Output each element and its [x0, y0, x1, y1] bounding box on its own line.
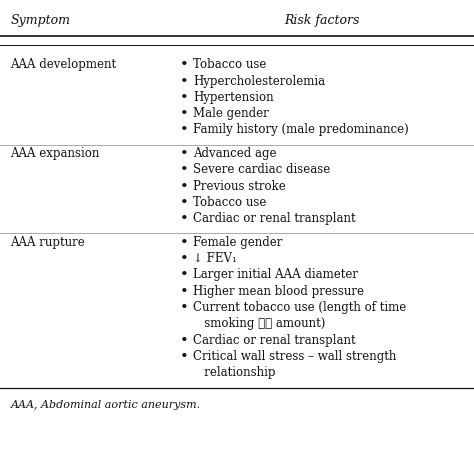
- Text: •: •: [180, 212, 189, 226]
- Text: •: •: [180, 252, 189, 266]
- Text: •: •: [180, 268, 189, 283]
- Text: •: •: [180, 74, 189, 89]
- Text: •: •: [180, 123, 189, 137]
- Text: AAA, Abdominal aortic aneurysm.: AAA, Abdominal aortic aneurysm.: [10, 401, 201, 410]
- Text: relationship: relationship: [193, 366, 276, 379]
- Text: Cardiac or renal transplant: Cardiac or renal transplant: [193, 212, 356, 225]
- Text: •: •: [180, 301, 189, 315]
- Text: Risk factors: Risk factors: [284, 14, 360, 27]
- Text: •: •: [180, 236, 189, 250]
- Text: Hypertension: Hypertension: [193, 91, 274, 104]
- Text: ↓ FEV₁: ↓ FEV₁: [193, 252, 237, 265]
- Text: smoking ≫≫ amount): smoking ≫≫ amount): [193, 317, 326, 330]
- Text: AAA rupture: AAA rupture: [10, 236, 85, 249]
- Text: Higher mean blood pressure: Higher mean blood pressure: [193, 285, 365, 298]
- Text: •: •: [180, 334, 189, 347]
- Text: •: •: [180, 350, 189, 364]
- Text: AAA expansion: AAA expansion: [10, 147, 100, 160]
- Text: •: •: [180, 91, 189, 105]
- Text: Family history (male predominance): Family history (male predominance): [193, 123, 409, 137]
- Text: Symptom: Symptom: [10, 14, 71, 27]
- Text: Cardiac or renal transplant: Cardiac or renal transplant: [193, 334, 356, 346]
- Text: Critical wall stress – wall strength: Critical wall stress – wall strength: [193, 350, 397, 363]
- Text: Female gender: Female gender: [193, 236, 283, 249]
- Text: Hypercholesterolemia: Hypercholesterolemia: [193, 74, 326, 88]
- Text: •: •: [180, 285, 189, 299]
- Text: Male gender: Male gender: [193, 107, 269, 120]
- Text: •: •: [180, 58, 189, 72]
- Text: Severe cardiac disease: Severe cardiac disease: [193, 164, 331, 176]
- Text: Advanced age: Advanced age: [193, 147, 277, 160]
- Text: •: •: [180, 196, 189, 210]
- Text: Current tobacco use (length of time: Current tobacco use (length of time: [193, 301, 407, 314]
- Text: Tobacco use: Tobacco use: [193, 58, 267, 71]
- Text: •: •: [180, 147, 189, 161]
- Text: AAA development: AAA development: [10, 58, 117, 71]
- Text: •: •: [180, 107, 189, 121]
- Text: Tobacco use: Tobacco use: [193, 196, 267, 209]
- Text: •: •: [180, 164, 189, 177]
- Text: Larger initial AAA diameter: Larger initial AAA diameter: [193, 268, 358, 282]
- Text: Previous stroke: Previous stroke: [193, 180, 286, 192]
- Text: •: •: [180, 180, 189, 194]
